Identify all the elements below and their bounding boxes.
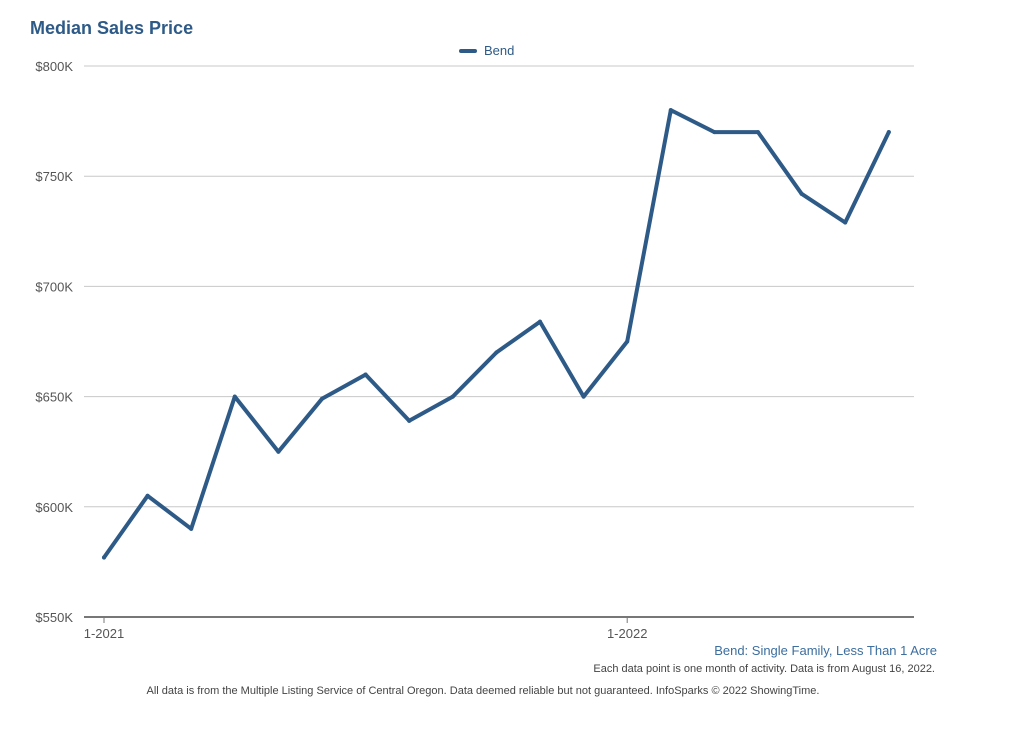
- data-note: Each data point is one month of activity…: [593, 663, 935, 675]
- legend-swatch: [459, 48, 477, 53]
- data-point: [625, 339, 630, 344]
- y-tick-label: $600K: [35, 500, 73, 515]
- data-point: [320, 396, 324, 401]
- data-point: [712, 130, 717, 135]
- data-point: [581, 394, 586, 399]
- y-tick-label: $700K: [35, 279, 73, 294]
- data-point: [843, 220, 848, 225]
- series-line-bend: [102, 108, 891, 560]
- y-tick-label: $750K: [35, 169, 73, 184]
- data-point: [450, 394, 455, 399]
- data-point: [189, 526, 194, 531]
- chart-title: Median Sales Price: [30, 18, 194, 38]
- y-tick-label: $800K: [35, 59, 73, 74]
- data-point: [886, 130, 891, 135]
- x-tick-label: 1-2022: [607, 626, 647, 641]
- data-point: [494, 350, 499, 355]
- chart-subtitle: Bend: Single Family, Less Than 1 Acre: [714, 643, 937, 658]
- data-point: [145, 493, 150, 498]
- legend-label: Bend: [484, 43, 515, 58]
- data-point: [668, 108, 673, 113]
- legend[interactable]: Bend: [459, 43, 514, 58]
- data-point: [102, 555, 106, 560]
- y-tick-label: $650K: [35, 390, 73, 405]
- x-tick-label: 1-2021: [84, 626, 124, 641]
- data-point: [407, 418, 412, 423]
- footer-disclaimer: All data is from the Multiple Listing Se…: [146, 685, 820, 697]
- data-point: [363, 372, 368, 377]
- data-point: [232, 394, 237, 399]
- data-point: [276, 449, 281, 454]
- y-tick-label: $550K: [35, 610, 73, 625]
- data-point: [756, 130, 760, 135]
- data-point: [538, 319, 542, 324]
- data-point: [799, 191, 804, 196]
